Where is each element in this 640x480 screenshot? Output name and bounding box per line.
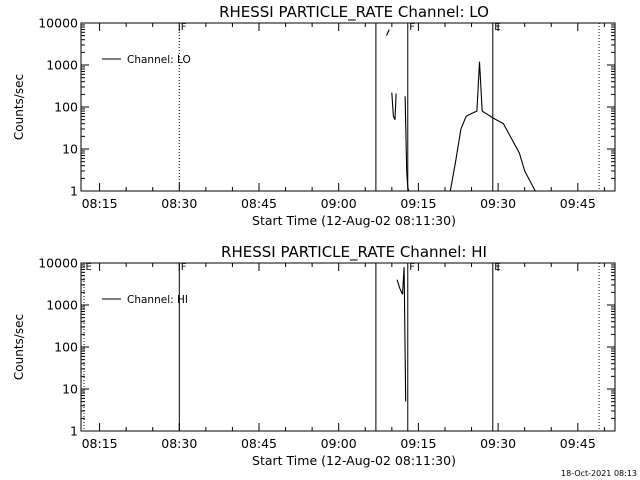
y-tick-label: 1000 xyxy=(46,298,78,313)
series-line xyxy=(404,96,410,192)
plot-frame xyxy=(80,22,616,192)
plot-frame xyxy=(80,262,616,432)
x-tick-label: 09:00 xyxy=(321,196,357,211)
x-tick-label: 09:30 xyxy=(480,436,516,451)
event-marker-label: E xyxy=(494,262,500,273)
y-tick-label: 10 xyxy=(62,382,78,397)
legend-label: Channel: LO xyxy=(127,54,191,66)
y-tick-label: 1000 xyxy=(46,58,78,73)
x-tick-label: 08:15 xyxy=(82,436,118,451)
x-tick-label: 08:30 xyxy=(161,196,197,211)
timestamp: 18-Oct-2021 08:13 xyxy=(561,469,637,478)
panel-2: RHESSI PARTICLE_RATE Channel: HI 1 10 100 10… xyxy=(12,243,616,468)
x-tick-label: 09:15 xyxy=(400,196,436,211)
y-tick-label: 100 xyxy=(54,100,78,115)
event-marker-label: F xyxy=(181,22,187,33)
y-axis-label: Counts/sec xyxy=(12,74,26,140)
y-tick-label: 10000 xyxy=(38,16,78,31)
legend-label: Channel: HI xyxy=(127,294,188,306)
x-tick-label: 08:15 xyxy=(82,196,118,211)
x-tick-label: 09:15 xyxy=(400,436,436,451)
x-tick-label: 08:30 xyxy=(161,436,197,451)
chart-title: RHESSI PARTICLE_RATE Channel: HI xyxy=(221,243,487,262)
y-tick-label: 10000 xyxy=(38,256,78,271)
y-axis-label: Counts/sec xyxy=(12,314,26,380)
y-tick-label: 1 xyxy=(70,424,78,439)
series-line xyxy=(385,29,390,36)
series-line xyxy=(449,61,536,192)
x-axis-label: Start Time (12-Aug-02 08:11:30) xyxy=(252,453,456,468)
event-marker-label: F xyxy=(409,262,415,273)
x-tick-label: 09:30 xyxy=(480,196,516,211)
chart-title: RHESSI PARTICLE_RATE Channel: LO xyxy=(219,3,489,22)
x-tick-label: 08:45 xyxy=(241,196,277,211)
y-tick-label: 1 xyxy=(70,184,78,199)
x-tick-label: 09:45 xyxy=(560,196,596,211)
panel-1: RHESSI PARTICLE_RATE Channel: LO 1 10 100 10… xyxy=(12,3,616,228)
x-tick-label: 09:00 xyxy=(321,436,357,451)
series-line xyxy=(391,92,397,120)
event-marker-label: F xyxy=(409,22,415,33)
y-tick-label: 10 xyxy=(62,142,78,157)
y-tick-label: 100 xyxy=(54,340,78,355)
event-marker-label: F xyxy=(181,262,187,273)
series-line xyxy=(396,267,407,402)
event-marker-label: E xyxy=(494,22,500,33)
x-tick-label: 08:45 xyxy=(241,436,277,451)
x-axis-label: Start Time (12-Aug-02 08:11:30) xyxy=(252,213,456,228)
event-marker-label: E xyxy=(86,262,92,273)
x-tick-label: 09:45 xyxy=(560,436,596,451)
